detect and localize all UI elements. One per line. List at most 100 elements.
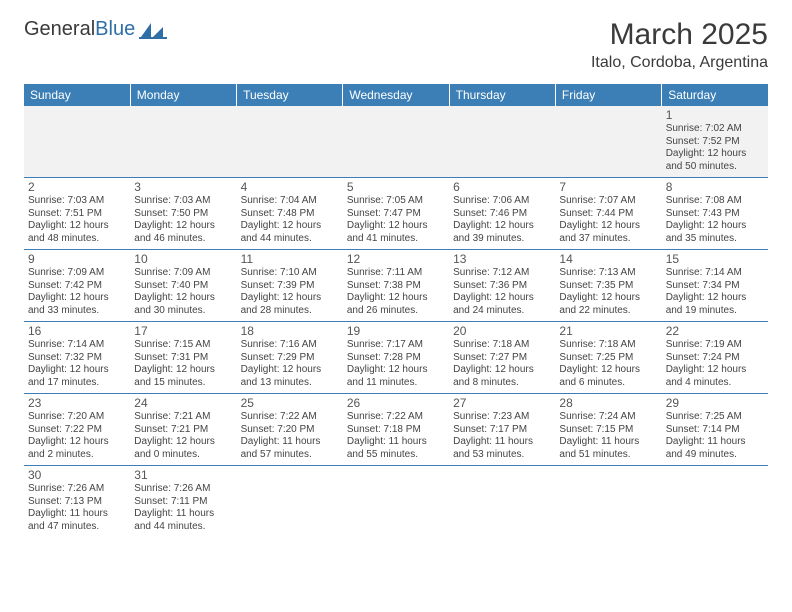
calendar-day-cell: 29Sunrise: 7:25 AMSunset: 7:14 PMDayligh… bbox=[662, 394, 768, 466]
daylight-line: Daylight: 12 hours and 50 minutes. bbox=[666, 148, 764, 173]
day-info: Sunrise: 7:06 AMSunset: 7:46 PMDaylight:… bbox=[453, 195, 551, 245]
day-number: 18 bbox=[241, 324, 339, 338]
daylight-line: Daylight: 12 hours and 11 minutes. bbox=[347, 364, 445, 389]
daylight-line: Daylight: 12 hours and 2 minutes. bbox=[28, 436, 126, 461]
sunset-line: Sunset: 7:47 PM bbox=[347, 208, 445, 221]
sunrise-line: Sunrise: 7:14 AM bbox=[666, 267, 764, 280]
sunrise-line: Sunrise: 7:03 AM bbox=[134, 195, 232, 208]
day-info: Sunrise: 7:03 AMSunset: 7:51 PMDaylight:… bbox=[28, 195, 126, 245]
day-info: Sunrise: 7:10 AMSunset: 7:39 PMDaylight:… bbox=[241, 267, 339, 317]
sunrise-line: Sunrise: 7:15 AM bbox=[134, 339, 232, 352]
calendar-empty-cell bbox=[449, 466, 555, 538]
calendar-week-row: 16Sunrise: 7:14 AMSunset: 7:32 PMDayligh… bbox=[24, 322, 768, 394]
daylight-line: Daylight: 12 hours and 46 minutes. bbox=[134, 220, 232, 245]
day-info: Sunrise: 7:17 AMSunset: 7:28 PMDaylight:… bbox=[347, 339, 445, 389]
sunset-line: Sunset: 7:46 PM bbox=[453, 208, 551, 221]
day-info: Sunrise: 7:03 AMSunset: 7:50 PMDaylight:… bbox=[134, 195, 232, 245]
sunset-line: Sunset: 7:51 PM bbox=[28, 208, 126, 221]
calendar-day-cell: 4Sunrise: 7:04 AMSunset: 7:48 PMDaylight… bbox=[237, 178, 343, 250]
calendar-day-cell: 1Sunrise: 7:02 AMSunset: 7:52 PMDaylight… bbox=[662, 106, 768, 178]
month-title: March 2025 bbox=[591, 18, 768, 52]
sunset-line: Sunset: 7:29 PM bbox=[241, 352, 339, 365]
calendar-day-cell: 23Sunrise: 7:20 AMSunset: 7:22 PMDayligh… bbox=[24, 394, 130, 466]
daylight-line: Daylight: 12 hours and 19 minutes. bbox=[666, 292, 764, 317]
sunset-line: Sunset: 7:43 PM bbox=[666, 208, 764, 221]
sunrise-line: Sunrise: 7:21 AM bbox=[134, 411, 232, 424]
daylight-line: Daylight: 12 hours and 39 minutes. bbox=[453, 220, 551, 245]
sunrise-line: Sunrise: 7:18 AM bbox=[559, 339, 657, 352]
daylight-line: Daylight: 11 hours and 47 minutes. bbox=[28, 508, 126, 533]
daylight-line: Daylight: 12 hours and 26 minutes. bbox=[347, 292, 445, 317]
calendar-day-cell: 6Sunrise: 7:06 AMSunset: 7:46 PMDaylight… bbox=[449, 178, 555, 250]
calendar-empty-cell bbox=[237, 466, 343, 538]
calendar-day-cell: 28Sunrise: 7:24 AMSunset: 7:15 PMDayligh… bbox=[555, 394, 661, 466]
location: Italo, Cordoba, Argentina bbox=[591, 54, 768, 72]
sunset-line: Sunset: 7:34 PM bbox=[666, 280, 764, 293]
daylight-line: Daylight: 12 hours and 37 minutes. bbox=[559, 220, 657, 245]
day-info: Sunrise: 7:23 AMSunset: 7:17 PMDaylight:… bbox=[453, 411, 551, 461]
sunrise-line: Sunrise: 7:08 AM bbox=[666, 195, 764, 208]
day-info: Sunrise: 7:09 AMSunset: 7:42 PMDaylight:… bbox=[28, 267, 126, 317]
calendar-day-cell: 13Sunrise: 7:12 AMSunset: 7:36 PMDayligh… bbox=[449, 250, 555, 322]
calendar-empty-cell bbox=[449, 106, 555, 178]
sunset-line: Sunset: 7:18 PM bbox=[347, 424, 445, 437]
calendar-day-cell: 11Sunrise: 7:10 AMSunset: 7:39 PMDayligh… bbox=[237, 250, 343, 322]
calendar-empty-cell bbox=[237, 106, 343, 178]
calendar-day-cell: 15Sunrise: 7:14 AMSunset: 7:34 PMDayligh… bbox=[662, 250, 768, 322]
sunset-line: Sunset: 7:39 PM bbox=[241, 280, 339, 293]
calendar-day-cell: 21Sunrise: 7:18 AMSunset: 7:25 PMDayligh… bbox=[555, 322, 661, 394]
calendar-day-cell: 25Sunrise: 7:22 AMSunset: 7:20 PMDayligh… bbox=[237, 394, 343, 466]
daylight-line: Daylight: 12 hours and 33 minutes. bbox=[28, 292, 126, 317]
sunrise-line: Sunrise: 7:19 AM bbox=[666, 339, 764, 352]
day-info: Sunrise: 7:09 AMSunset: 7:40 PMDaylight:… bbox=[134, 267, 232, 317]
sunrise-line: Sunrise: 7:16 AM bbox=[241, 339, 339, 352]
weekday-header: Sunday bbox=[24, 84, 130, 106]
calendar-day-cell: 22Sunrise: 7:19 AMSunset: 7:24 PMDayligh… bbox=[662, 322, 768, 394]
daylight-line: Daylight: 12 hours and 24 minutes. bbox=[453, 292, 551, 317]
sunrise-line: Sunrise: 7:13 AM bbox=[559, 267, 657, 280]
day-info: Sunrise: 7:26 AMSunset: 7:11 PMDaylight:… bbox=[134, 483, 232, 533]
weekday-header: Wednesday bbox=[343, 84, 449, 106]
weekday-header-row: SundayMondayTuesdayWednesdayThursdayFrid… bbox=[24, 84, 768, 106]
day-number: 26 bbox=[347, 396, 445, 410]
day-info: Sunrise: 7:12 AMSunset: 7:36 PMDaylight:… bbox=[453, 267, 551, 317]
calendar-day-cell: 5Sunrise: 7:05 AMSunset: 7:47 PMDaylight… bbox=[343, 178, 449, 250]
daylight-line: Daylight: 11 hours and 53 minutes. bbox=[453, 436, 551, 461]
sunset-line: Sunset: 7:14 PM bbox=[666, 424, 764, 437]
calendar-day-cell: 2Sunrise: 7:03 AMSunset: 7:51 PMDaylight… bbox=[24, 178, 130, 250]
day-number: 21 bbox=[559, 324, 657, 338]
calendar-day-cell: 24Sunrise: 7:21 AMSunset: 7:21 PMDayligh… bbox=[130, 394, 236, 466]
day-info: Sunrise: 7:08 AMSunset: 7:43 PMDaylight:… bbox=[666, 195, 764, 245]
sunrise-line: Sunrise: 7:02 AM bbox=[666, 123, 764, 136]
sunset-line: Sunset: 7:25 PM bbox=[559, 352, 657, 365]
sunrise-line: Sunrise: 7:04 AM bbox=[241, 195, 339, 208]
weekday-header: Monday bbox=[130, 84, 236, 106]
sunset-line: Sunset: 7:27 PM bbox=[453, 352, 551, 365]
day-info: Sunrise: 7:18 AMSunset: 7:25 PMDaylight:… bbox=[559, 339, 657, 389]
day-info: Sunrise: 7:26 AMSunset: 7:13 PMDaylight:… bbox=[28, 483, 126, 533]
day-info: Sunrise: 7:04 AMSunset: 7:48 PMDaylight:… bbox=[241, 195, 339, 245]
sunset-line: Sunset: 7:40 PM bbox=[134, 280, 232, 293]
calendar-day-cell: 20Sunrise: 7:18 AMSunset: 7:27 PMDayligh… bbox=[449, 322, 555, 394]
logo-text-dark: General bbox=[24, 18, 95, 41]
calendar-week-row: 23Sunrise: 7:20 AMSunset: 7:22 PMDayligh… bbox=[24, 394, 768, 466]
daylight-line: Daylight: 11 hours and 57 minutes. bbox=[241, 436, 339, 461]
day-number: 24 bbox=[134, 396, 232, 410]
sunrise-line: Sunrise: 7:24 AM bbox=[559, 411, 657, 424]
calendar-day-cell: 18Sunrise: 7:16 AMSunset: 7:29 PMDayligh… bbox=[237, 322, 343, 394]
sunset-line: Sunset: 7:52 PM bbox=[666, 136, 764, 149]
day-number: 3 bbox=[134, 180, 232, 194]
day-number: 31 bbox=[134, 468, 232, 482]
sunrise-line: Sunrise: 7:22 AM bbox=[241, 411, 339, 424]
day-info: Sunrise: 7:16 AMSunset: 7:29 PMDaylight:… bbox=[241, 339, 339, 389]
sunrise-line: Sunrise: 7:10 AM bbox=[241, 267, 339, 280]
day-number: 10 bbox=[134, 252, 232, 266]
sunrise-line: Sunrise: 7:09 AM bbox=[28, 267, 126, 280]
calendar-day-cell: 12Sunrise: 7:11 AMSunset: 7:38 PMDayligh… bbox=[343, 250, 449, 322]
day-number: 23 bbox=[28, 396, 126, 410]
daylight-line: Daylight: 12 hours and 22 minutes. bbox=[559, 292, 657, 317]
daylight-line: Daylight: 12 hours and 15 minutes. bbox=[134, 364, 232, 389]
sunset-line: Sunset: 7:35 PM bbox=[559, 280, 657, 293]
calendar-day-cell: 10Sunrise: 7:09 AMSunset: 7:40 PMDayligh… bbox=[130, 250, 236, 322]
day-number: 17 bbox=[134, 324, 232, 338]
